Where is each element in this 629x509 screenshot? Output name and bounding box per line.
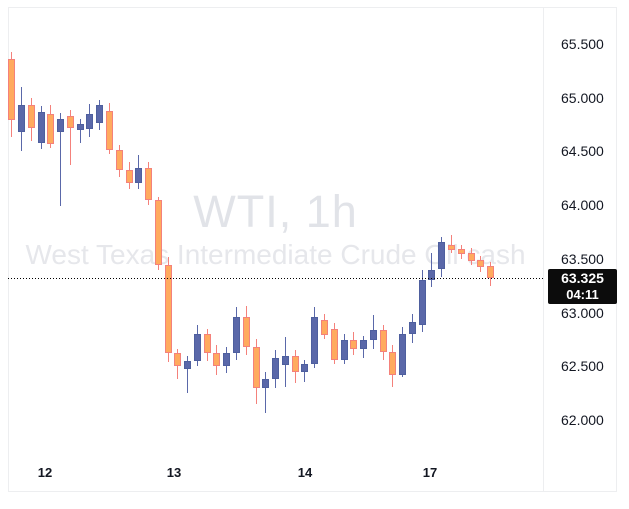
candle-body-down — [203, 334, 211, 354]
candle-body-up — [418, 280, 426, 326]
countdown-timer: 04:11 — [566, 287, 599, 302]
candle-wick-down — [451, 235, 452, 254]
candle-body-up — [281, 355, 289, 366]
candle-body-down — [457, 249, 465, 255]
candle-body-down — [27, 105, 35, 128]
candle-wick-up — [265, 371, 267, 414]
candle-body-up — [76, 123, 84, 130]
price-axis-label: 65.000 — [561, 89, 604, 106]
candle-body-up — [311, 316, 319, 365]
candle-body-down — [145, 167, 152, 200]
candle-body-down — [389, 352, 397, 375]
candle-body-up — [96, 105, 104, 124]
candle-body-up — [86, 113, 94, 129]
time-axis-label: 17 — [422, 465, 438, 480]
candle-body-up — [37, 111, 45, 143]
candle-body-up — [301, 364, 309, 372]
candle-body-down — [448, 244, 455, 251]
candle-body-up — [272, 357, 280, 380]
price-axis-label: 62.000 — [561, 411, 604, 428]
candle-body-up — [408, 322, 416, 334]
price-axis[interactable]: 65.500 65.000 64.500 64.000 63.500 63.000 62.5… — [544, 7, 617, 455]
candle-body-down — [291, 355, 299, 372]
price-axis-label: 64.000 — [561, 197, 604, 214]
price-axis-label: 63.500 — [561, 250, 604, 267]
price-axis-label: 64.500 — [561, 143, 604, 160]
candle-wick-up — [79, 119, 81, 143]
candle-body-up — [369, 329, 377, 341]
candle-body-down — [47, 113, 55, 144]
candle-body-up — [340, 340, 348, 360]
candle-body-down — [379, 329, 387, 353]
candle-body-down — [330, 328, 338, 360]
candle-body-up — [428, 269, 436, 281]
last-price-badge: 63.325 04:11 — [548, 269, 617, 304]
candle-body-down — [467, 253, 475, 261]
candle-body-down — [487, 266, 495, 278]
candle-body-down — [174, 353, 182, 367]
candle-body-up — [18, 105, 25, 132]
candle-body-down — [8, 59, 16, 121]
candle-body-down — [350, 340, 358, 349]
time-axis-label: 13 — [166, 465, 182, 480]
candle-wick-down — [69, 109, 71, 166]
price-axis-label: 62.500 — [561, 358, 604, 375]
candle-body-up — [262, 379, 270, 388]
candle-body-down — [320, 320, 328, 335]
candle-body-down — [242, 316, 250, 347]
last-price-value: 63.325 — [561, 270, 604, 286]
chart-plot-area[interactable] — [8, 7, 543, 455]
candle-body-down — [164, 265, 172, 354]
candle-body-up — [399, 334, 407, 375]
price-axis-separator — [543, 7, 544, 492]
candle-body-down — [66, 116, 74, 128]
candle-body-down — [105, 110, 113, 151]
candle-wick-up — [60, 112, 62, 207]
price-axis-label: 63.000 — [561, 304, 604, 321]
candle-body-up — [438, 241, 446, 270]
candle-body-up — [135, 167, 143, 183]
candle-body-up — [184, 360, 192, 370]
price-axis-label: 65.500 — [561, 36, 604, 52]
candle-body-down — [115, 150, 123, 170]
candle-body-up — [360, 340, 367, 349]
candle-wick-up — [187, 355, 189, 394]
last-price-line — [8, 278, 543, 279]
candle-body-down — [154, 199, 162, 266]
time-axis-label: 12 — [37, 465, 53, 480]
candle-body-up — [223, 353, 231, 367]
candle-body-down — [477, 259, 485, 268]
time-axis[interactable]: 12 13 14 17 — [8, 455, 543, 492]
time-axis-label: 14 — [297, 465, 313, 480]
candle-body-up — [233, 316, 240, 354]
candle-body-up — [57, 119, 65, 133]
candle-body-down — [125, 169, 133, 183]
candle-body-down — [213, 353, 221, 367]
candle-body-down — [252, 346, 260, 388]
candle-body-up — [193, 334, 201, 361]
